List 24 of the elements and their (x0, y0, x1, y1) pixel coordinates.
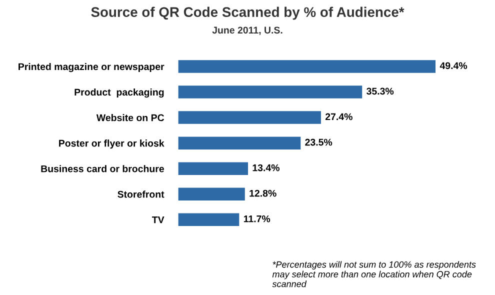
data-label: 12.8% (250, 190, 276, 197)
bar (178, 86, 362, 98)
bar (178, 111, 321, 124)
bar (178, 188, 245, 201)
text: *Percentages will not sum to 100% as respondents may select more than one location when QR code scanned (272, 261, 476, 288)
y-tick-label: Printed magazine or newspaper (18, 62, 164, 72)
y-tick-label: Poster or flyer or kiosk (59, 140, 164, 149)
y-tick-label: Storefront (118, 190, 164, 198)
bar (178, 136, 301, 150)
data-label: 27.4% (325, 113, 352, 120)
y-tick-label: Website on PC (96, 114, 164, 122)
data-label: 49.4% (440, 62, 468, 70)
data-label: 35.3% (366, 88, 394, 95)
chart-title: Source of QR Code Scanned by % of Audience* (91, 6, 404, 20)
data-label: 23.5% (305, 138, 332, 146)
chart-subtitle: June 2011, U.S. (212, 26, 282, 35)
data-label: 11.7% (244, 215, 270, 222)
y-tick-label: TV (152, 216, 164, 224)
y-tick-label: Business card or brochure (41, 165, 164, 172)
data-label: 13.4% (252, 164, 280, 172)
bar (178, 162, 248, 175)
bar (178, 213, 240, 226)
y-tick-label: Product packaging (74, 88, 164, 98)
bar (178, 60, 436, 73)
